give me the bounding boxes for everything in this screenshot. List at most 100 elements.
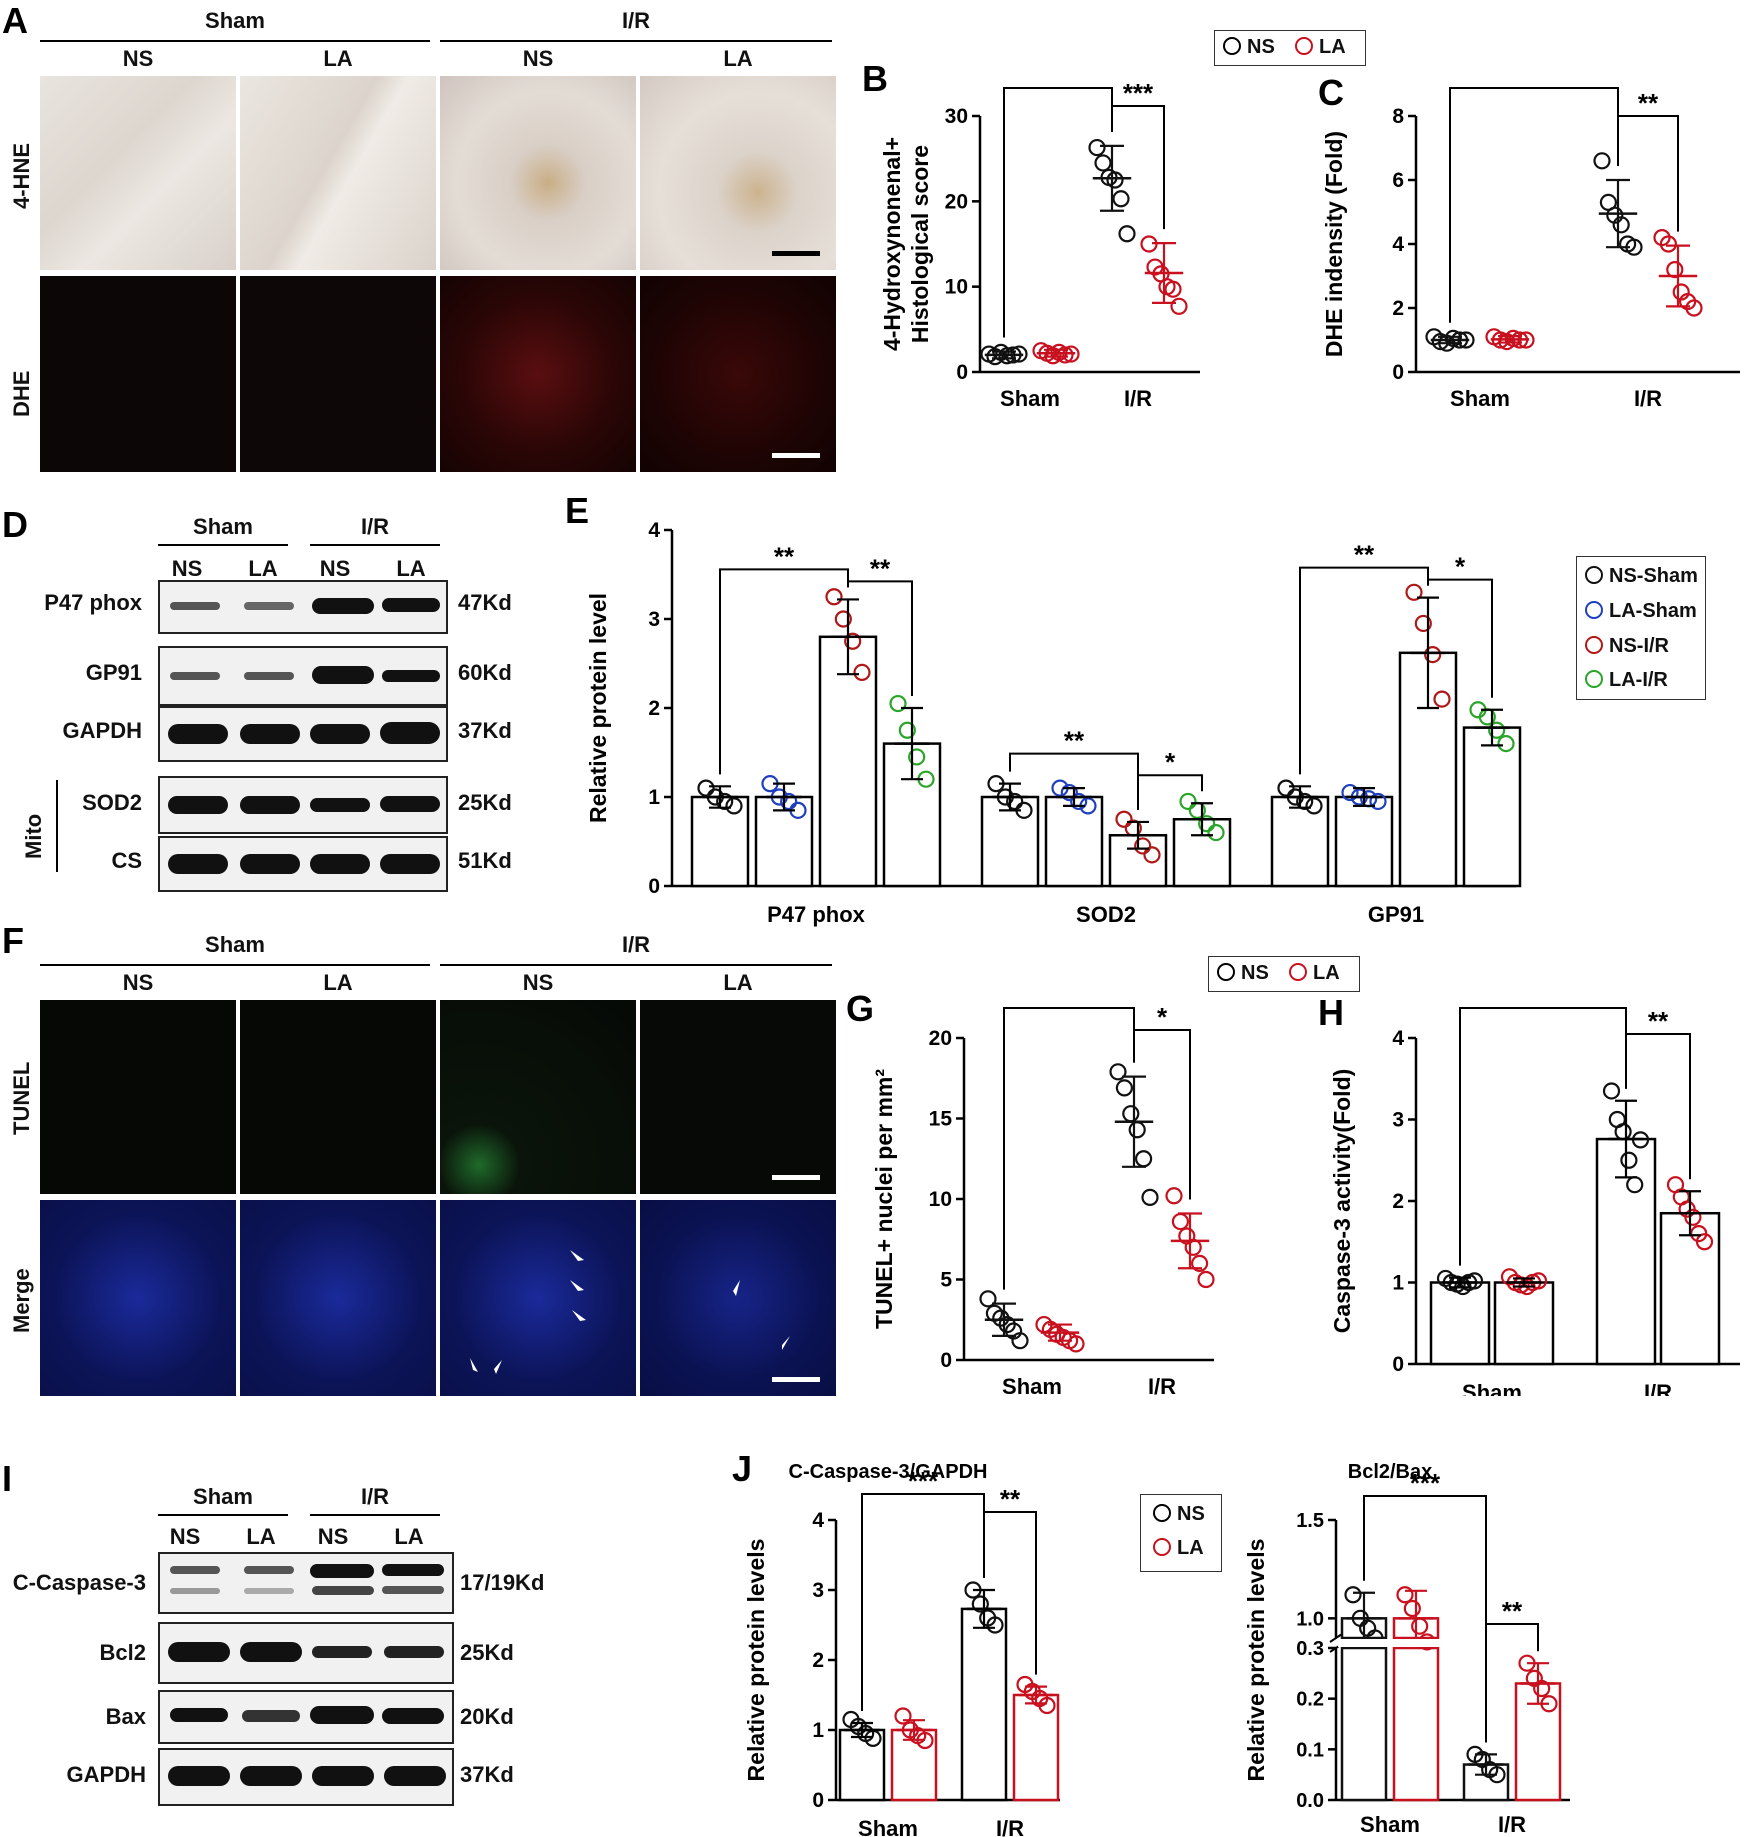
micrograph-hne-sham-ns — [40, 76, 236, 270]
data-point — [1444, 329, 1462, 347]
panel-label-d: D — [2, 504, 28, 545]
y-tick-label: 2 — [1392, 297, 1404, 320]
y-tick-label: 0 — [1392, 1353, 1404, 1376]
y-axis-label: Caspase-3 activity(Fold) — [1329, 1069, 1355, 1334]
y-tick-label: 0 — [648, 875, 660, 898]
blot-strip-p47 — [158, 580, 448, 634]
x-tick-label: I/R — [1498, 1812, 1526, 1837]
y-axis-label: Relative protein levels — [743, 1539, 769, 1782]
data-point — [780, 792, 798, 811]
data-point — [1118, 225, 1136, 243]
significance-bracket — [1299, 566, 1429, 775]
row-label: Merge — [9, 1268, 34, 1333]
data-point — [908, 748, 926, 766]
blot-kd-label: 25Kd — [460, 1640, 514, 1665]
y-tick-label: 4 — [812, 1509, 824, 1532]
data-point — [1529, 1272, 1548, 1290]
data-point — [1164, 280, 1182, 298]
row-label: TUNEL — [9, 1061, 34, 1135]
significance-label: * — [1157, 1002, 1168, 1032]
legend-ns-la-top: NS LA — [1214, 30, 1366, 66]
data-point — [1593, 152, 1611, 170]
legend-item-la: LA — [1289, 962, 1340, 985]
data-point — [1403, 1599, 1421, 1618]
panel-label-b: B — [862, 58, 888, 99]
legend-ns-la-mid: NS LA — [1208, 956, 1360, 992]
group-header-ir: I/R — [360, 514, 390, 539]
data-point — [1094, 154, 1112, 172]
col-header: LA — [723, 970, 753, 995]
significance-bracket — [1427, 578, 1493, 698]
chart-e: 0 1 2 3 4 Relative protein level P47 phox SOD2 G… — [585, 519, 1522, 927]
panel-label-j: J — [732, 1448, 753, 1489]
group-line-sham — [158, 544, 288, 546]
y-tick-label: 10 — [945, 276, 968, 299]
micrograph-tunel-ir-ns — [440, 1000, 636, 1194]
data-point — [1602, 1082, 1621, 1100]
data-point — [1497, 735, 1515, 753]
significance-label: *** — [1528, 996, 1559, 1010]
blot-kd-label: 47Kd — [458, 590, 512, 615]
mito-label: Mito — [21, 813, 46, 859]
data-point — [1341, 783, 1359, 802]
data-point — [1405, 583, 1423, 601]
x-tick-label: SOD2 — [1076, 902, 1136, 927]
blot-row-label: C-Caspase-3 — [12, 1570, 146, 1595]
col-header: NS — [522, 46, 554, 71]
y-tick-label: 0 — [1392, 361, 1404, 384]
data-point — [725, 797, 743, 815]
micrograph-dhe-ir-ns — [440, 276, 636, 472]
group-header-sham: Sham — [193, 1484, 253, 1509]
data-point — [834, 610, 852, 628]
micrograph-dhe-sham-la — [240, 276, 436, 472]
blot-strip-ccaspase3 — [158, 1552, 454, 1614]
panel-label-e: E — [565, 490, 590, 531]
significance-bracket — [1133, 1029, 1191, 1200]
legend-e: NS-Sham LA-Sham NS-I/R LA-I/R — [1576, 556, 1706, 700]
significance-bracket — [1625, 1033, 1691, 1180]
data-point — [1115, 1079, 1133, 1097]
data-point — [1070, 792, 1088, 811]
data-point — [1500, 1268, 1519, 1286]
data-point — [1006, 792, 1024, 811]
scale-bar — [772, 453, 820, 458]
y-tick-label: 3 — [648, 608, 660, 631]
significance-label: ** — [1638, 88, 1659, 118]
significance-label: ** — [1354, 540, 1375, 570]
legend-item: NS-Sham — [1585, 565, 1698, 588]
col-header: NS — [122, 970, 154, 995]
data-point — [1134, 837, 1152, 855]
row-label: 4-HNE — [9, 142, 34, 209]
group-header-sham: Sham — [205, 8, 265, 33]
micrograph-dhe-ir-la — [640, 276, 836, 472]
bar — [1392, 1646, 1440, 1802]
data-point — [1659, 235, 1677, 253]
lane-label: LA — [394, 1524, 424, 1549]
col-header: LA — [323, 46, 353, 71]
legend-item-la: LA — [1295, 36, 1346, 59]
significance-bracket — [983, 1511, 1037, 1675]
data-point — [1533, 1679, 1551, 1698]
data-point — [1465, 1272, 1484, 1290]
data-point — [1109, 1063, 1127, 1081]
data-point — [1431, 333, 1450, 351]
blot-row-label: GAPDH — [66, 1762, 146, 1787]
panel-label-h: H — [1318, 992, 1344, 1033]
data-point — [1170, 297, 1188, 315]
micrograph-tunel-sham-la — [240, 1000, 436, 1194]
data-point — [971, 1595, 989, 1613]
y-axis-label: DHE indensity (Fold) — [1321, 131, 1347, 357]
circle-icon — [1585, 670, 1603, 688]
blot-kd-label: 37Kd — [458, 718, 512, 743]
blot-kd-label: 60Kd — [458, 660, 512, 685]
data-point — [1684, 1208, 1702, 1226]
significance-label: *** — [908, 1466, 939, 1496]
significance-bracket — [847, 580, 913, 696]
data-point — [1424, 646, 1442, 664]
y-tick-label: 4 — [648, 519, 660, 542]
group-line-ir — [310, 1514, 440, 1516]
x-tick-label: GP91 — [1368, 902, 1424, 927]
panel-label-g: G — [846, 988, 875, 1029]
data-point — [697, 779, 715, 797]
y-tick-label: 2 — [648, 697, 660, 720]
